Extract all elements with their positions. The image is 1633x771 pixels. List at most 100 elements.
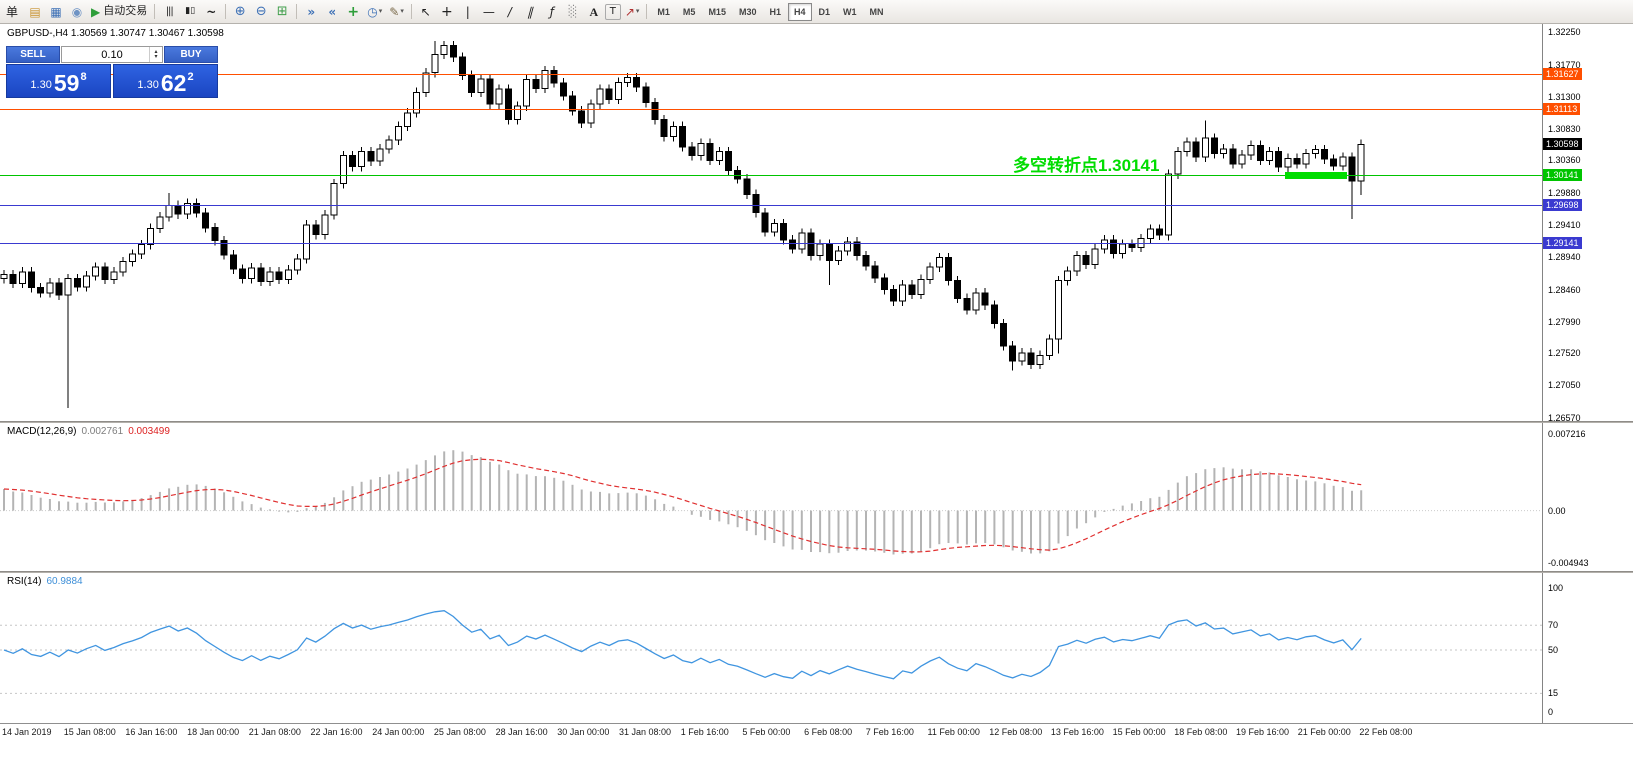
timeframe-m30[interactable]: M30: [733, 3, 763, 21]
time-axis-label: 22 Feb 08:00: [1359, 727, 1413, 737]
axis-tick: 1.29410: [1548, 220, 1581, 230]
macd-chart[interactable]: [0, 423, 1542, 571]
new-order-icon[interactable]: ▤: [25, 2, 45, 22]
horizontal-line-icon[interactable]: —: [479, 2, 499, 22]
chevron-down-icon: ▾: [378, 7, 383, 15]
sell-price-button[interactable]: 1.30 59 8: [6, 64, 111, 98]
axis-tick: 1.30830: [1548, 123, 1581, 134]
toolbar-separator: [154, 4, 156, 19]
period-button[interactable]: ◷ ▾: [364, 2, 385, 22]
price-level-label: 1.29698: [1543, 199, 1582, 212]
sell-price-big: 59: [53, 70, 80, 96]
time-axis-label: 6 Feb 08:00: [804, 727, 853, 737]
volume-input[interactable]: 0.10 ▴ ▾: [61, 46, 163, 63]
macd-axis[interactable]: 0.007216 0.00 -0.004943: [1542, 423, 1633, 571]
timeframe-mn[interactable]: MN: [864, 3, 890, 21]
cursor-icon[interactable]: ↖: [416, 2, 436, 22]
macd-value: 0.002761: [81, 426, 124, 437]
price-level-label: 1.31627: [1543, 68, 1582, 81]
tile-windows-icon[interactable]: ⊞: [272, 2, 292, 22]
rsi-panel: RSI(14) 60.9884 100 70 50 15 0: [0, 573, 1633, 723]
time-axis-label: 7 Feb 16:00: [865, 727, 914, 737]
time-axis-label: 16 Jan 16:00: [125, 727, 178, 737]
community-icon[interactable]: ◉: [67, 2, 87, 22]
arrow-tool-icon: ↗: [624, 4, 635, 19]
orders-menu-item[interactable]: 单: [6, 5, 19, 19]
auto-scroll-icon[interactable]: »: [301, 2, 321, 22]
rsi-chart[interactable]: [0, 573, 1542, 723]
channel-icon[interactable]: ∥: [518, 2, 543, 22]
chart-shift-icon[interactable]: «: [322, 2, 342, 22]
price-level-label: 1.29141: [1543, 237, 1582, 250]
trendline-icon[interactable]: /: [500, 2, 520, 22]
axis-tick: 1.30360: [1548, 155, 1581, 166]
toolbar: 单 ▤ ▦ ◉ ▶ 自动交易 ||| ▮▯ ~ ⊕ ⊖ ⊞ » « + ◷ ▾ …: [0, 0, 1633, 24]
panel-splitter[interactable]: [0, 421, 1633, 423]
time-axis-label: 15 Jan 08:00: [63, 727, 116, 737]
time-axis-label: 22 Jan 16:00: [310, 727, 363, 737]
buy-price-button[interactable]: 1.30 62 2: [113, 64, 218, 98]
macd-signal-value: 0.003499: [128, 426, 170, 437]
crosshair-icon[interactable]: +: [437, 2, 457, 22]
time-axis-label: 25 Jan 08:00: [433, 727, 486, 737]
bar-chart-icon[interactable]: |||: [159, 2, 179, 22]
timeframe-d1[interactable]: D1: [813, 3, 837, 21]
timeframe-w1[interactable]: W1: [837, 3, 863, 21]
rsi-axis[interactable]: 100 70 50 15 0: [1542, 573, 1633, 723]
green-highlight-segment[interactable]: [1285, 171, 1347, 179]
clock-icon: ◷: [367, 4, 378, 19]
timeframe-h1[interactable]: H1: [763, 3, 787, 21]
timeframe-m1[interactable]: M1: [651, 3, 676, 21]
price-axis[interactable]: 1.32250 1.31770 1.31300 1.30830 1.30360 1.298…: [1542, 24, 1633, 421]
vertical-line-icon[interactable]: |: [458, 2, 478, 22]
price-level-label: 1.30141: [1543, 169, 1582, 182]
zoom-in-icon[interactable]: ⊕: [230, 2, 250, 22]
sell-price-prefix: 1.30: [30, 79, 52, 91]
buy-button[interactable]: BUY: [164, 46, 218, 63]
axis-tick: 15: [1548, 688, 1559, 699]
axis-tick: 1.32250: [1548, 27, 1581, 37]
timeframe-m5[interactable]: M5: [677, 3, 702, 21]
candlestick-chart[interactable]: [0, 24, 1542, 421]
text-icon[interactable]: A: [584, 2, 604, 22]
zoom-out-icon[interactable]: ⊖: [251, 2, 271, 22]
sell-button[interactable]: SELL: [6, 46, 60, 63]
price-level-label: 1.30598: [1543, 138, 1582, 151]
axis-tick: 1.31300: [1548, 91, 1581, 102]
sell-price-sup: 8: [80, 71, 87, 83]
text-label-icon[interactable]: T: [604, 3, 621, 20]
axis-tick: 1.27990: [1548, 316, 1581, 327]
pivot-annotation-text[interactable]: 多空转折点1.30141: [1013, 156, 1160, 175]
candlestick-icon[interactable]: ▮▯: [180, 2, 200, 22]
axis-tick: 1.26570: [1548, 413, 1581, 421]
axis-tick: -0.004943: [1548, 558, 1589, 568]
chevron-down-icon: ▾: [635, 7, 640, 15]
template-icon: ✎: [389, 4, 400, 19]
time-axis-label: 24 Jan 00:00: [372, 727, 425, 737]
time-axis-label: 18 Feb 08:00: [1174, 727, 1228, 737]
axis-tick: 0: [1548, 707, 1554, 717]
volume-stepper[interactable]: ▴ ▾: [149, 47, 162, 62]
rsi-name: RSI(14): [7, 576, 42, 587]
charts-window-icon[interactable]: ▦: [46, 2, 66, 22]
time-axis-label: 18 Jan 00:00: [187, 727, 240, 737]
fibonacci-icon[interactable]: ƒ: [542, 2, 562, 22]
timeframe-m15[interactable]: M15: [702, 3, 732, 21]
new-chart-icon[interactable]: +: [343, 2, 363, 22]
time-axis-label: 14 Jan 2019: [2, 727, 52, 737]
time-axis-label: 1 Feb 16:00: [680, 727, 729, 737]
timeframe-h4[interactable]: H4: [787, 2, 812, 21]
auto-trading-button[interactable]: ▶ 自动交易: [88, 2, 150, 22]
stepper-down-icon[interactable]: ▾: [154, 53, 158, 60]
axis-tick: 1.27520: [1548, 348, 1581, 359]
stepper-up-icon[interactable]: ▴: [154, 48, 158, 55]
play-icon: ▶: [91, 4, 101, 19]
toolbar-separator: [410, 4, 412, 19]
templates-button[interactable]: ✎ ▾: [386, 2, 407, 22]
shapes-icon[interactable]: ░: [563, 2, 583, 22]
panel-splitter[interactable]: [0, 571, 1633, 573]
axis-tick: 0.00: [1548, 505, 1566, 516]
time-axis[interactable]: 14 Jan 2019 15 Jan 08:00 16 Jan 16:00 18 Ja…: [0, 723, 1633, 741]
arrows-button[interactable]: ↗ ▾: [622, 2, 643, 22]
line-chart-icon[interactable]: ~: [201, 2, 221, 22]
